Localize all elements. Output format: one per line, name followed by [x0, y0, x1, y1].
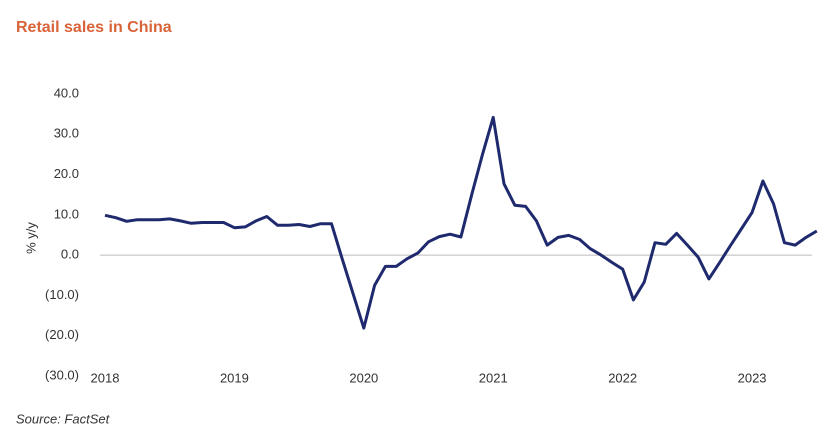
data-line: [104, 115, 818, 330]
chart-title: Retail sales in China: [16, 19, 172, 36]
y-tick-label: 40.0: [54, 85, 79, 100]
y-tick-label: (30.0): [45, 367, 79, 382]
x-tick-label: 2019: [220, 370, 249, 385]
y-axis-label: % y/y: [23, 222, 38, 254]
y-tick-label: 0.0: [61, 247, 79, 262]
y-tick-label: 30.0: [54, 126, 79, 141]
y-tick-label: 10.0: [54, 206, 79, 221]
y-tick-label: (10.0): [45, 287, 79, 302]
y-tick-label: (20.0): [45, 327, 79, 342]
x-tick-label: 2018: [91, 370, 120, 385]
x-tick-label: 2022: [608, 370, 637, 385]
y-tick-label: 20.0: [54, 166, 79, 181]
source-note: Source: FactSet: [16, 411, 111, 426]
x-tick-label: 2020: [349, 370, 378, 385]
x-tick-label: 2023: [738, 370, 767, 385]
x-tick-label: 2021: [479, 370, 508, 385]
